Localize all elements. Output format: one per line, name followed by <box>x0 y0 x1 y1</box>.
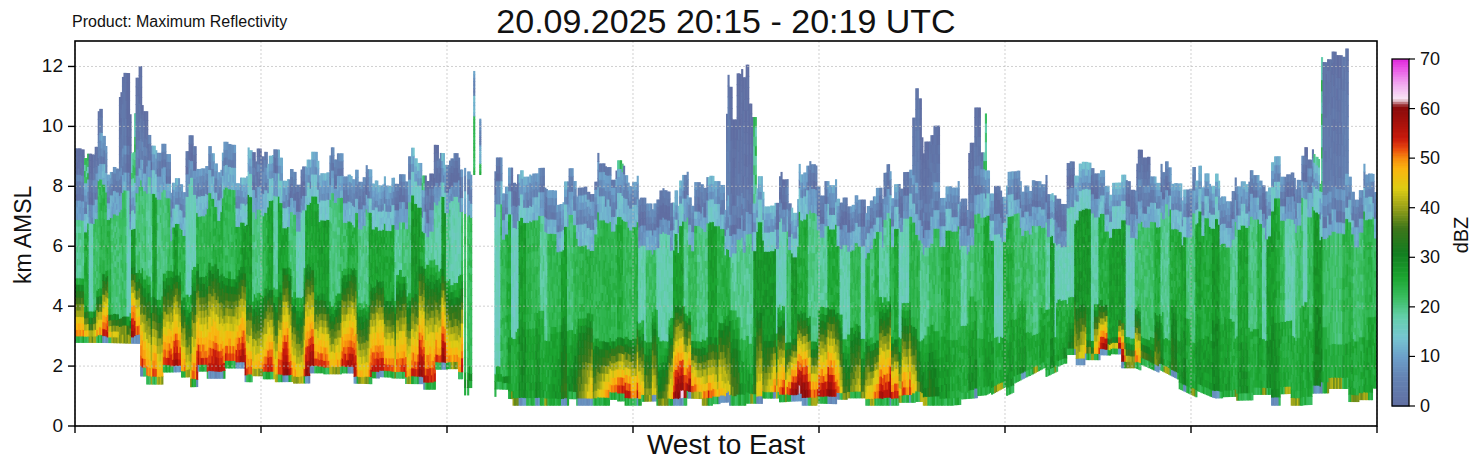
svg-text:4: 4 <box>52 295 63 316</box>
svg-text:30: 30 <box>1420 247 1440 267</box>
svg-text:70: 70 <box>1420 49 1440 69</box>
svg-text:10: 10 <box>1420 346 1440 366</box>
svg-text:20: 20 <box>1420 297 1440 317</box>
svg-text:12: 12 <box>42 55 63 76</box>
svg-text:40: 40 <box>1420 198 1440 218</box>
svg-text:60: 60 <box>1420 99 1440 119</box>
svg-text:0: 0 <box>52 415 63 436</box>
svg-text:dBZ: dBZ <box>1450 217 1472 254</box>
svg-text:0: 0 <box>1420 396 1430 416</box>
svg-text:8: 8 <box>52 175 63 196</box>
svg-text:10: 10 <box>42 115 63 136</box>
svg-text:6: 6 <box>52 235 63 256</box>
svg-text:50: 50 <box>1420 148 1440 168</box>
svg-text:2: 2 <box>52 355 63 376</box>
